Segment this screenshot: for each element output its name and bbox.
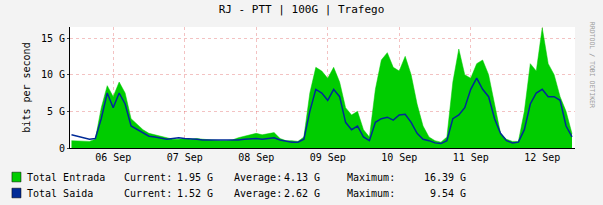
svg-text:09 Sep: 09 Sep bbox=[310, 152, 346, 163]
svg-text:07 Sep: 07 Sep bbox=[167, 152, 203, 163]
svg-text:10 G: 10 G bbox=[41, 69, 65, 80]
svg-text:RRDTOOL / TOBI OETIKER: RRDTOOL / TOBI OETIKER bbox=[588, 22, 596, 108]
svg-text:Total Entrada: Total Entrada bbox=[27, 172, 105, 183]
svg-text:0: 0 bbox=[59, 143, 65, 154]
svg-text:08 Sep: 08 Sep bbox=[238, 152, 274, 163]
svg-text:10 Sep: 10 Sep bbox=[381, 152, 417, 163]
svg-text:1.52 G: 1.52 G bbox=[177, 188, 213, 199]
svg-text:11 Sep: 11 Sep bbox=[453, 152, 489, 163]
svg-text:15 G: 15 G bbox=[41, 33, 65, 44]
svg-text:Maximum:: Maximum: bbox=[347, 188, 395, 199]
svg-text:Average:: Average: bbox=[234, 172, 282, 183]
svg-text:12 Sep: 12 Sep bbox=[524, 152, 560, 163]
svg-text:16.39 G: 16.39 G bbox=[424, 172, 466, 183]
svg-text:RJ - PTT | 100G | Trafego: RJ - PTT | 100G | Trafego bbox=[219, 3, 385, 16]
svg-text:4.13 G: 4.13 G bbox=[284, 172, 320, 183]
svg-text:Current:: Current: bbox=[124, 188, 172, 199]
svg-text:Average:: Average: bbox=[234, 188, 282, 199]
svg-text:Current:: Current: bbox=[124, 172, 172, 183]
svg-text:06 Sep: 06 Sep bbox=[95, 152, 131, 163]
svg-text:2.62 G: 2.62 G bbox=[284, 188, 320, 199]
svg-text:1.95 G: 1.95 G bbox=[177, 172, 213, 183]
svg-text:Total Saida: Total Saida bbox=[27, 188, 93, 199]
svg-text:5 G: 5 G bbox=[47, 106, 65, 117]
svg-text:bits per second: bits per second bbox=[21, 42, 32, 132]
svg-text:Maximum:: Maximum: bbox=[347, 172, 395, 183]
svg-text:9.54 G: 9.54 G bbox=[430, 188, 466, 199]
